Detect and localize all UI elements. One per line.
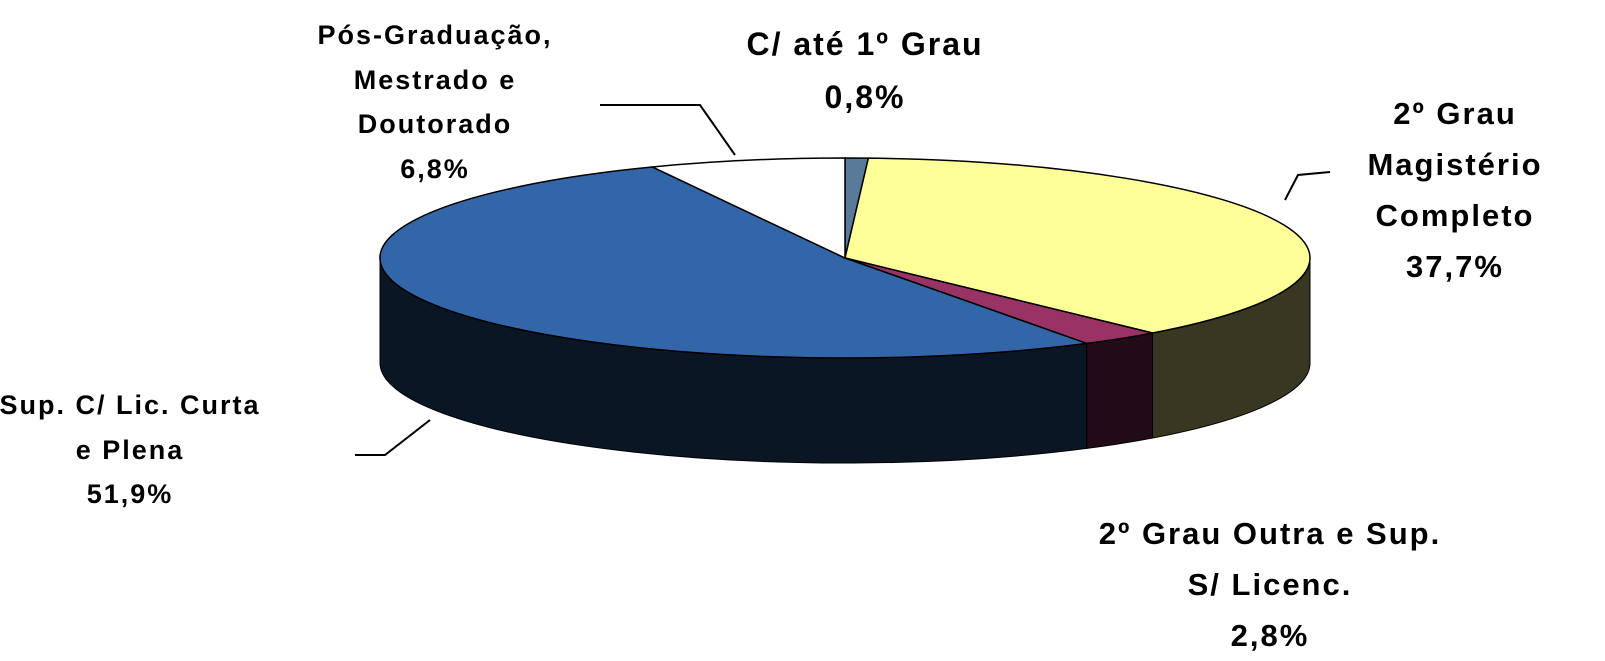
page: {"chart_data": {"type": "pie", "categori… xyxy=(0,13,1580,654)
pie-slice xyxy=(649,157,846,260)
leader-line xyxy=(1284,171,1331,201)
slice-label: 2º Grau Outra e Sup. S/ Licenc. 2,8% xyxy=(1090,508,1450,661)
pie-slice xyxy=(379,166,1087,359)
value-label: 51,9% xyxy=(86,479,174,510)
category-label: Sup. C/ Lic. Curta e Plena xyxy=(0,390,261,465)
value-label: 6,8% xyxy=(400,153,470,184)
value-label: 2,8% xyxy=(1230,618,1310,654)
slice-label: 2º Grau Magistério Completo 37,7% xyxy=(1330,88,1580,293)
category-label: 2º Grau Magistério Completo xyxy=(1367,96,1543,234)
slice-label: Sup. C/ Lic. Curta e Plena 51,9% xyxy=(0,383,265,517)
slice-label: Pós-Graduação, Mestrado e Doutorado 6,8% xyxy=(300,13,570,191)
pie-sides xyxy=(379,257,1311,464)
value-label: 37,7% xyxy=(1406,249,1504,285)
leader-line xyxy=(600,104,736,156)
chart xyxy=(355,104,1331,464)
pie-side xyxy=(1086,332,1154,449)
value-label: 0,8% xyxy=(824,78,906,115)
slice-label: C/ até 1º Grau 0,8% xyxy=(675,18,1055,124)
category-label: Pós-Graduação, Mestrado e Doutorado xyxy=(317,20,553,140)
pie-slice xyxy=(844,157,1311,334)
category-label: 2º Grau Outra e Sup. S/ Licenc. xyxy=(1098,516,1442,603)
category-label: C/ até 1º Grau xyxy=(746,26,984,62)
pie-tops xyxy=(379,157,1311,359)
leader-line xyxy=(355,419,431,456)
leader-lines xyxy=(355,104,1331,456)
